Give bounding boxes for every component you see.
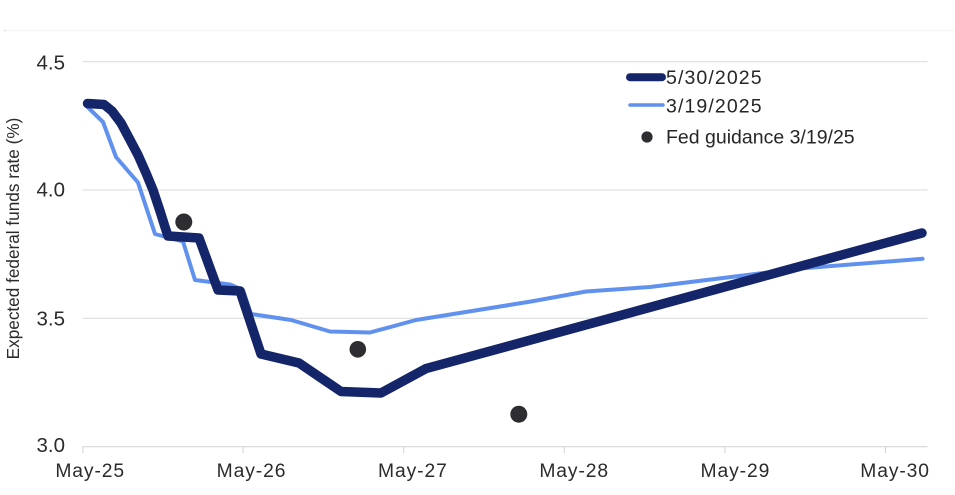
- svg-text:May-25: May-25: [55, 461, 125, 482]
- svg-text:4.0: 4.0: [37, 179, 66, 202]
- svg-text:4.5: 4.5: [37, 51, 66, 74]
- svg-text:May-28: May-28: [539, 461, 609, 482]
- svg-text:May-29: May-29: [701, 461, 771, 482]
- svg-text:5/30/2025: 5/30/2025: [666, 67, 763, 89]
- svg-text:3.5: 3.5: [37, 308, 66, 331]
- svg-text:May-30: May-30: [860, 461, 930, 482]
- svg-text:May-27: May-27: [378, 461, 448, 482]
- svg-text:Expected federal funds rate (%: Expected federal funds rate (%): [3, 118, 23, 360]
- svg-text:3/19/2025: 3/19/2025: [666, 96, 763, 118]
- svg-text:May-26: May-26: [217, 461, 287, 482]
- svg-text:3.0: 3.0: [37, 434, 66, 457]
- svg-text:Fed guidance 3/19/25: Fed guidance 3/19/25: [666, 127, 855, 149]
